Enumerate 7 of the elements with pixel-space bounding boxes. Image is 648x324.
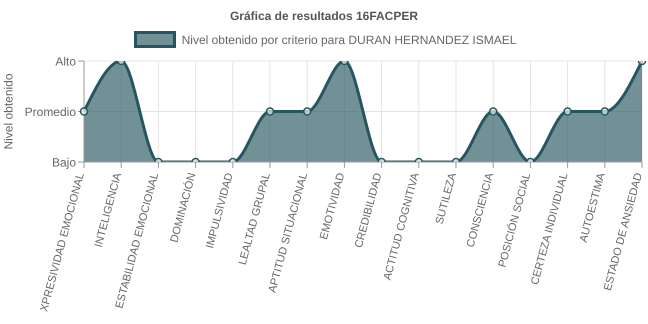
category-label: Promedio bbox=[24, 104, 76, 119]
legend-label: Nivel obtenido por criterio para DURAN HERNANDEZ ISMAEL bbox=[180, 32, 516, 48]
y-axis-title: Nivel obtenido bbox=[1, 73, 16, 150]
category-label: Alto bbox=[55, 54, 76, 68]
chart-title: Gráfica de resultados 16FACPER bbox=[228, 9, 420, 25]
category-label: Bajo bbox=[52, 155, 76, 170]
x-tick-label: LEALTAD GRUPAL bbox=[236, 172, 273, 266]
